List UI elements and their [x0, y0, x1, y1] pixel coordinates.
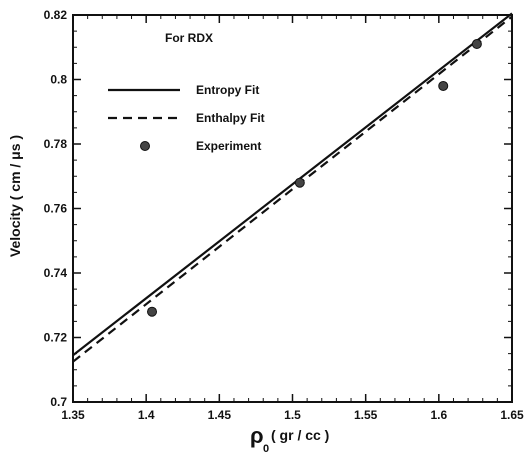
legend-marker-experiment [140, 141, 150, 151]
experiment-point [438, 80, 449, 91]
x-tick-label: 1.65 [500, 408, 524, 422]
x-tick-label: 1.6 [430, 408, 447, 422]
y-tick-label: 0.76 [44, 202, 68, 216]
experiment-point [471, 39, 482, 50]
y-tick-label: 0.74 [44, 266, 68, 280]
x-axis-label-subscript: 0 [263, 443, 269, 455]
experiment-point [294, 177, 305, 188]
axis-ticks [72, 14, 513, 403]
x-tick-labels: 1.35 1.4 1.45 1.5 1.55 1.6 1.65 [61, 408, 524, 422]
entropy-fit-line [72, 12, 513, 357]
y-tick-label: 0.82 [44, 8, 68, 22]
x-tick-label: 1.35 [61, 408, 85, 422]
x-axis-label-text: ( gr / cc ) [271, 427, 329, 443]
x-tick-label: 1.4 [138, 408, 155, 422]
legend-label-enthalpy-fit: Enthalpy Fit [196, 111, 265, 125]
experiment-point [147, 306, 158, 317]
series-group [72, 12, 513, 363]
x-tick-label: 1.55 [354, 408, 378, 422]
plot-frame [72, 14, 513, 403]
x-tick-label: 1.45 [208, 408, 232, 422]
y-tick-label: 0.72 [44, 331, 68, 345]
legend-label-entropy-fit: Entropy Fit [196, 83, 259, 97]
chart-annotation: For RDX [165, 31, 213, 45]
legend-label-experiment: Experiment [196, 139, 261, 153]
enthalpy-fit-line [72, 15, 513, 363]
y-tick-label: 0.8 [50, 73, 67, 87]
y-tick-label: 0.78 [44, 137, 68, 151]
x-tick-label: 1.5 [284, 408, 301, 422]
y-tick-label: 0.7 [50, 395, 67, 409]
y-tick-labels: 0.7 0.72 0.74 0.76 0.78 0.8 0.82 [44, 8, 68, 409]
y-axis-label: Velocity ( cm / μs ) [7, 135, 23, 257]
legend: Entropy Fit Enthalpy Fit Experiment [108, 83, 265, 153]
x-axis-label-symbol: ρ [250, 423, 264, 448]
